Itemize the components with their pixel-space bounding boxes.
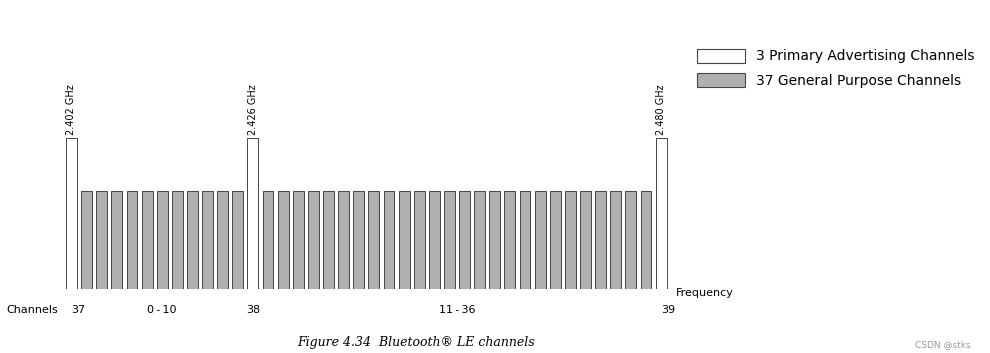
Legend: 3 Primary Advertising Channels, 37 General Purpose Channels: 3 Primary Advertising Channels, 37 Gener… [692,44,979,92]
Text: 38: 38 [246,305,260,315]
Bar [323,191,334,289]
Bar [339,191,349,289]
Bar [535,191,545,289]
Bar [278,191,289,289]
Bar [142,191,152,289]
Text: 0 - 10: 0 - 10 [148,305,177,315]
Bar [308,191,319,289]
Bar [474,191,485,289]
Bar [505,191,516,289]
Bar [549,191,560,289]
Bar [383,191,394,289]
Bar [262,191,273,289]
Bar [610,191,621,289]
Text: 37: 37 [71,305,85,315]
Bar [520,191,531,289]
Bar [489,191,500,289]
Bar [156,191,167,289]
Text: CSDN @stks: CSDN @stks [915,341,970,349]
Bar [172,191,183,289]
Text: Figure 4.34  Bluetooth® LE channels: Figure 4.34 Bluetooth® LE channels [297,336,535,349]
Bar [459,191,470,289]
Bar [368,191,379,289]
Bar [655,138,666,289]
Bar [81,191,92,289]
Bar [202,191,213,289]
Text: 2.480 GHz: 2.480 GHz [656,84,666,134]
Bar [565,191,576,289]
Bar [293,191,304,289]
Text: 2.402 GHz: 2.402 GHz [66,84,76,134]
Text: Channels: Channels [6,305,57,315]
Bar [429,191,440,289]
Bar [233,191,244,289]
Bar [217,191,228,289]
Bar [112,191,123,289]
Bar [248,138,258,289]
Bar [641,191,651,289]
Bar [580,191,591,289]
Bar [187,191,198,289]
Bar [353,191,364,289]
Text: 11 - 36: 11 - 36 [439,305,475,315]
Text: 2.426 GHz: 2.426 GHz [248,84,258,134]
Bar [66,138,77,289]
Bar [96,191,107,289]
Bar [127,191,138,289]
Text: Frequency: Frequency [676,288,735,298]
Text: 39: 39 [661,305,675,315]
Bar [626,191,637,289]
Bar [399,191,410,289]
Bar [595,191,606,289]
Bar [414,191,425,289]
Bar [444,191,454,289]
